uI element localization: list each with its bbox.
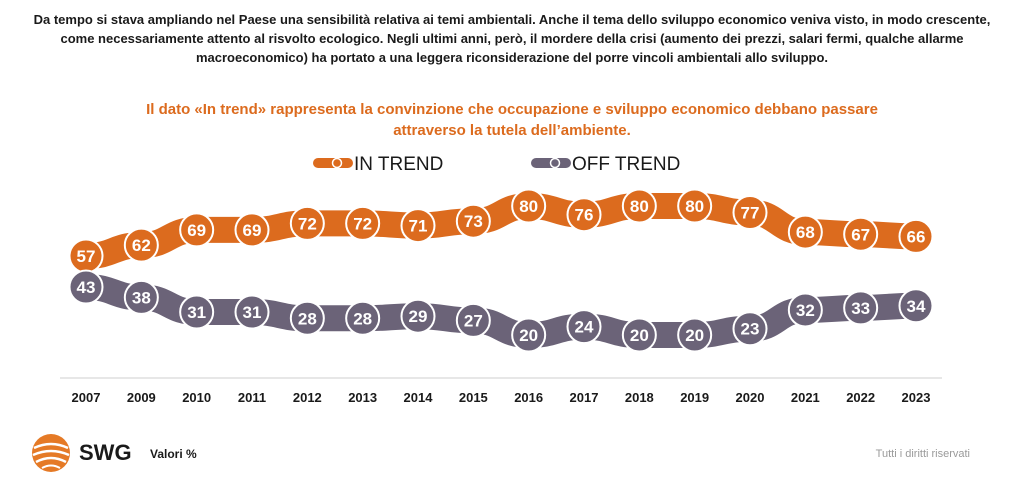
data-point [732, 195, 768, 231]
data-label: 23 [741, 320, 760, 339]
data-point [455, 203, 491, 239]
series-band [73, 274, 929, 349]
series-layer: 57 62 69 69 72 72 71 73 80 76 80 80 77 68 67 66 43 38 31 31… [68, 188, 934, 353]
data-label: 20 [519, 326, 538, 345]
legend: IN TREND OFF TREND [313, 154, 680, 175]
data-point [787, 292, 823, 328]
series-off-trend: 43 38 31 31 28 28 29 27 20 24 20 20 23 32 33 34 [68, 269, 934, 353]
data-point [566, 197, 602, 233]
data-point [511, 188, 547, 224]
data-label: 33 [851, 299, 870, 318]
legend-dot [549, 157, 561, 169]
data-label: 29 [409, 307, 428, 326]
rights-text: Tutti i diritti riservati [875, 448, 970, 460]
data-point [843, 216, 879, 252]
data-point [677, 317, 713, 353]
brand-name: SWG [79, 440, 132, 465]
data-label: 20 [685, 326, 704, 345]
data-label: 27 [464, 311, 483, 330]
x-tick-label: 2013 [348, 390, 377, 405]
legend-dot [331, 157, 343, 169]
swg-logo-icon [32, 434, 70, 472]
x-tick-label: 2012 [293, 390, 322, 405]
unit-label: Valori % [150, 447, 197, 461]
data-point [898, 288, 934, 324]
x-tick-label: 2009 [127, 390, 156, 405]
data-label: 77 [741, 204, 760, 223]
data-point [677, 188, 713, 224]
data-label: 31 [187, 303, 206, 322]
data-point [289, 300, 325, 336]
data-point [234, 294, 270, 330]
legend-label: OFF TREND [572, 154, 680, 175]
data-label: 80 [685, 197, 704, 216]
data-label: 66 [907, 227, 926, 246]
data-label: 73 [464, 212, 483, 231]
x-tick-label: 2007 [72, 390, 101, 405]
data-label: 68 [796, 223, 815, 242]
x-tick-label: 2018 [625, 390, 654, 405]
x-tick-label: 2021 [791, 390, 820, 405]
data-label: 43 [77, 278, 96, 297]
series-in-trend: 57 62 69 69 72 72 71 73 80 76 80 80 77 68 67 66 [68, 188, 934, 274]
data-point [345, 300, 381, 336]
x-tick-label: 2015 [459, 390, 488, 405]
data-label: 24 [575, 318, 594, 337]
intro-text: Da tempo si stava ampliando nel Paese un… [33, 12, 991, 65]
data-point [511, 317, 547, 353]
x-tick-label: 2010 [182, 390, 211, 405]
data-label: 69 [187, 221, 206, 240]
data-label: 72 [298, 214, 317, 233]
data-point [123, 279, 159, 315]
data-point [400, 208, 436, 244]
data-point [787, 214, 823, 250]
data-point [621, 317, 657, 353]
x-tick-label: 2020 [736, 390, 765, 405]
legend-label: IN TREND [354, 154, 443, 175]
legend-item-off-trend: OFF TREND [531, 154, 680, 175]
x-tick-label: 2011 [238, 390, 266, 405]
data-point [179, 212, 215, 248]
data-point [621, 188, 657, 224]
data-label: 80 [519, 197, 538, 216]
data-label: 67 [851, 225, 870, 244]
data-point [843, 290, 879, 326]
x-tick-label: 2016 [514, 390, 543, 405]
data-label: 57 [77, 247, 96, 266]
data-point [234, 212, 270, 248]
data-label: 28 [298, 309, 317, 328]
data-point [400, 298, 436, 334]
data-label: 69 [243, 221, 262, 240]
x-tick-label: 2017 [570, 390, 599, 405]
data-label: 80 [630, 197, 649, 216]
x-tick-label: 2022 [846, 390, 875, 405]
data-point [566, 309, 602, 345]
x-axis: 2007 2009 2010 2011 2012 2013 2014 2015 2016 2017… [60, 377, 942, 405]
data-point [732, 311, 768, 347]
data-label: 31 [243, 303, 262, 322]
data-label: 28 [353, 309, 372, 328]
data-point [455, 302, 491, 338]
data-point [179, 294, 215, 330]
data-label: 32 [796, 301, 815, 320]
data-label: 34 [907, 297, 926, 316]
data-point [345, 205, 381, 241]
data-label: 76 [575, 206, 594, 225]
data-point [123, 227, 159, 263]
data-label: 71 [409, 217, 428, 236]
series-band [73, 192, 929, 269]
chart-title: Il dato «In trend» rappresenta la convin… [146, 101, 878, 139]
data-point [289, 205, 325, 241]
data-label: 38 [132, 288, 151, 307]
data-label: 62 [132, 236, 151, 255]
data-point [898, 218, 934, 254]
legend-item-in-trend: IN TREND [313, 154, 443, 175]
data-label: 72 [353, 214, 372, 233]
x-tick-label: 2023 [902, 390, 931, 405]
x-tick-label: 2019 [680, 390, 709, 405]
x-tick-label: 2014 [404, 390, 434, 405]
data-point [68, 269, 104, 305]
data-label: 20 [630, 326, 649, 345]
